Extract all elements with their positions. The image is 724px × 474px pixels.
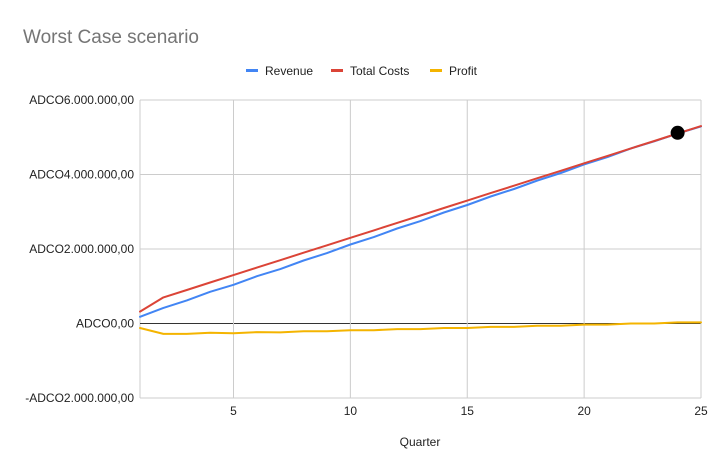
series-lines bbox=[139, 125, 702, 335]
x-tick-label: 15 bbox=[461, 404, 475, 418]
legend: Revenue Total Costs Profit bbox=[246, 64, 478, 78]
x-axis-title: Quarter bbox=[400, 435, 441, 449]
y-axis-ticks: -ADCO2.000.000,00 ADCO0,00 ADCO2.000.000,0… bbox=[25, 93, 134, 405]
x-tick-label: 25 bbox=[694, 404, 708, 418]
legend-swatch-total-costs bbox=[331, 69, 343, 72]
series-line-profit bbox=[139, 321, 702, 335]
gridlines bbox=[139, 99, 702, 399]
legend-label-revenue: Revenue bbox=[265, 64, 313, 78]
highlight-marker bbox=[670, 125, 685, 140]
series-line-revenue bbox=[139, 125, 702, 318]
chart-title: Worst Case scenario bbox=[23, 27, 199, 48]
highlight-point bbox=[670, 125, 685, 140]
y-tick-label: ADCO2.000.000,00 bbox=[29, 242, 134, 256]
x-tick-label: 5 bbox=[230, 404, 237, 418]
x-axis-ticks: 5 10 15 20 25 bbox=[230, 404, 708, 418]
y-tick-label: -ADCO2.000.000,00 bbox=[25, 391, 134, 405]
legend-swatch-profit bbox=[430, 69, 442, 72]
series-line-total-costs bbox=[139, 125, 702, 313]
y-tick-label: ADCO6.000.000,00 bbox=[29, 93, 134, 107]
legend-label-profit: Profit bbox=[449, 64, 478, 78]
x-tick-label: 20 bbox=[577, 404, 591, 418]
x-tick-label: 10 bbox=[344, 404, 358, 418]
y-tick-label: ADCO4.000.000,00 bbox=[29, 168, 134, 182]
y-tick-label: ADCO0,00 bbox=[76, 317, 134, 331]
legend-label-total-costs: Total Costs bbox=[350, 64, 409, 78]
legend-swatch-revenue bbox=[246, 69, 258, 72]
